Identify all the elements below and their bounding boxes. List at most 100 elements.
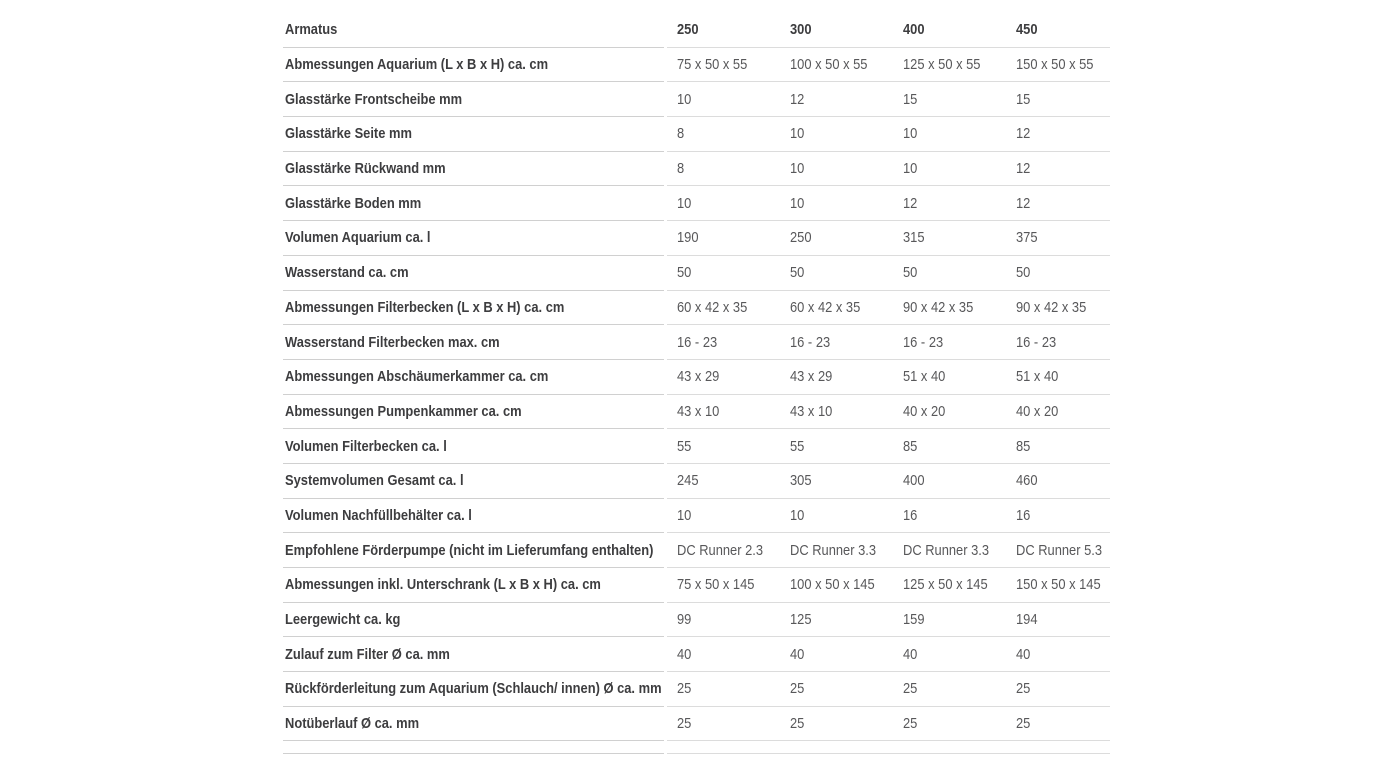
cell-value-300: DC Runner 3.3 <box>780 533 893 568</box>
cell-value-250: 10 <box>667 82 780 118</box>
cell-value-text: 90 x 42 x 35 <box>1016 298 1087 316</box>
cell-value-text: 43 x 29 <box>790 368 833 386</box>
footer-value-cell <box>667 741 780 755</box>
cell-value-text: 10 <box>790 125 805 143</box>
table-row: Notüberlauf Ø ca. mm 25 25 25 25 <box>283 707 1110 742</box>
cell-value-250: 40 <box>667 637 780 673</box>
column-header-250: 250 <box>677 21 699 39</box>
cell-value-text: 50 <box>903 264 918 282</box>
cell-value-450: 194 <box>1006 603 1110 638</box>
cell-value-400: 50 <box>893 256 1006 291</box>
cell-value-450: 460 <box>1006 464 1110 499</box>
cell-value-400: 40 <box>893 637 1006 673</box>
table-row: Volumen Filterbecken ca. l 55 55 85 85 <box>283 429 1110 464</box>
row-label-cell: Glasstärke Boden mm <box>283 186 664 222</box>
cell-value-text: 51 x 40 <box>1016 368 1059 386</box>
cell-value-250: 50 <box>667 256 780 291</box>
row-label-cell: Leergewicht ca. kg <box>283 603 664 638</box>
cell-value-250: 8 <box>667 152 780 187</box>
cell-value-400: 40 x 20 <box>893 395 1006 430</box>
row-label-cell: Empfohlene Förderpumpe (nicht im Lieferu… <box>283 533 664 568</box>
row-label: Abmessungen Abschäumerkammer ca. cm <box>285 368 549 386</box>
cell-value-300: 60 x 42 x 35 <box>780 291 893 326</box>
cell-value-text: 150 x 50 x 55 <box>1016 56 1094 74</box>
cell-value-300: 10 <box>780 152 893 187</box>
cell-value-300: 40 <box>780 637 893 673</box>
cell-value-text: 15 <box>1016 90 1031 108</box>
cell-value-250: DC Runner 2.3 <box>667 533 780 568</box>
cell-value-400: 25 <box>893 707 1006 742</box>
cell-value-text: 16 - 23 <box>790 333 831 351</box>
cell-value-450: 375 <box>1006 221 1110 256</box>
cell-value-text: 16 <box>1016 506 1031 524</box>
row-label-cell: Wasserstand ca. cm <box>283 256 664 291</box>
column-header-450: 450 <box>1016 21 1038 39</box>
cell-value-text: 100 x 50 x 55 <box>790 56 868 74</box>
cell-value-text: 460 <box>1016 472 1038 490</box>
cell-value-400: 315 <box>893 221 1006 256</box>
row-label-cell: Notüberlauf Ø ca. mm <box>283 707 664 742</box>
cell-value-300: 12 <box>780 82 893 118</box>
cell-value-text: 10 <box>790 506 805 524</box>
cell-value-text: 25 <box>790 680 805 698</box>
cell-value-250: 60 x 42 x 35 <box>667 291 780 326</box>
cell-value-text: 60 x 42 x 35 <box>677 298 748 316</box>
table-row: Wasserstand ca. cm 50 50 50 50 <box>283 256 1110 291</box>
cell-value-text: 25 <box>1016 680 1031 698</box>
cell-value-450: 12 <box>1006 117 1110 152</box>
cell-value-250: 43 x 29 <box>667 360 780 395</box>
cell-value-250: 245 <box>667 464 780 499</box>
row-label: Abmessungen Filterbecken (L x B x H) ca.… <box>285 298 565 316</box>
cell-value-text: 12 <box>1016 194 1031 212</box>
row-label-cell: Abmessungen Aquarium (L x B x H) ca. cm <box>283 48 664 83</box>
cell-value-text: 8 <box>677 160 685 178</box>
cell-value-text: 25 <box>677 680 692 698</box>
table-row: Abmessungen Filterbecken (L x B x H) ca.… <box>283 291 1110 326</box>
cell-value-text: 10 <box>677 506 692 524</box>
cell-value-text: 50 <box>677 264 692 282</box>
cell-value-text: 100 x 50 x 145 <box>790 576 875 594</box>
table-header-product-cell: Armatus <box>283 13 664 48</box>
cell-value-text: 12 <box>903 194 918 212</box>
cell-value-400: DC Runner 3.3 <box>893 533 1006 568</box>
cell-value-450: 12 <box>1006 152 1110 187</box>
cell-value-text: 10 <box>903 125 918 143</box>
row-label: Glasstärke Seite mm <box>285 125 412 143</box>
cell-value-450: 25 <box>1006 672 1110 707</box>
cell-value-250: 55 <box>667 429 780 464</box>
cell-value-450: 51 x 40 <box>1006 360 1110 395</box>
cell-value-300: 50 <box>780 256 893 291</box>
cell-value-text: 40 <box>790 645 805 663</box>
cell-value-text: 55 <box>677 437 692 455</box>
cell-value-text: 190 <box>677 229 699 247</box>
column-header-cell: 300 <box>780 13 893 48</box>
cell-value-400: 125 x 50 x 55 <box>893 48 1006 83</box>
cell-value-text: 55 <box>790 437 805 455</box>
cell-value-300: 100 x 50 x 145 <box>780 568 893 603</box>
row-label: Rückförderleitung zum Aquarium (Schlauch… <box>285 680 662 698</box>
cell-value-text: 43 x 29 <box>677 368 720 386</box>
cell-value-text: 12 <box>790 90 805 108</box>
cell-value-400: 12 <box>893 186 1006 222</box>
row-label-cell: Volumen Filterbecken ca. l <box>283 429 664 464</box>
cell-value-300: 305 <box>780 464 893 499</box>
table-row: Glasstärke Frontscheibe mm 10 12 15 15 <box>283 82 1110 118</box>
cell-value-text: 25 <box>903 715 918 733</box>
column-header-300: 300 <box>790 21 812 39</box>
cell-value-text: 40 <box>903 645 918 663</box>
cell-value-400: 51 x 40 <box>893 360 1006 395</box>
row-label: Glasstärke Boden mm <box>285 194 422 212</box>
cell-value-text: 125 x 50 x 55 <box>903 56 981 74</box>
cell-value-300: 10 <box>780 117 893 152</box>
cell-value-text: 50 <box>790 264 805 282</box>
cell-value-400: 10 <box>893 117 1006 152</box>
cell-value-250: 25 <box>667 672 780 707</box>
row-label-cell: Volumen Nachfüllbehälter ca. l <box>283 499 664 534</box>
cell-value-text: 25 <box>1016 715 1031 733</box>
table-row: Abmessungen inkl. Unterschrank (L x B x … <box>283 568 1110 603</box>
cell-value-text: 40 <box>1016 645 1031 663</box>
cell-value-text: 43 x 10 <box>790 402 833 420</box>
cell-value-text: 16 <box>903 506 918 524</box>
row-label: Abmessungen inkl. Unterschrank (L x B x … <box>285 576 601 594</box>
row-label: Abmessungen Pumpenkammer ca. cm <box>285 402 522 420</box>
